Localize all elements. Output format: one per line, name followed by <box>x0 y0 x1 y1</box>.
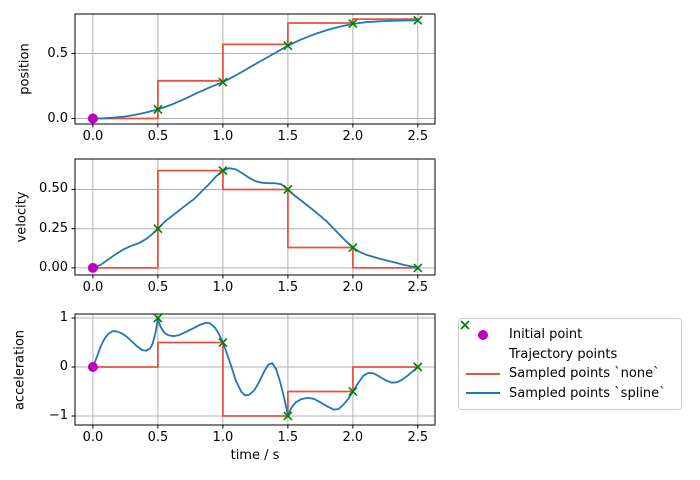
initial-point-marker <box>87 113 98 124</box>
legend-item-label: Sampled points `spline` <box>509 385 666 401</box>
trajectory-x-marker <box>218 166 228 176</box>
x-tick-label: 2.0 <box>342 129 364 144</box>
y-axis-title-position: position <box>17 43 33 95</box>
sampled-none-step-line <box>92 341 419 417</box>
trajectory-x-marker <box>348 242 358 253</box>
x-axis-title: time / s <box>230 448 280 463</box>
sampled-spline-line <box>92 19 419 120</box>
legend-item-label: Trajectory points <box>509 346 618 362</box>
sampled-none-step-line <box>92 169 419 269</box>
subplot-acceleration <box>71 313 436 429</box>
initial-point-marker <box>87 262 98 273</box>
legend-item-initial-point: Initial point <box>463 325 675 345</box>
x-tick-label: 1.0 <box>212 430 234 445</box>
subplot-velocity <box>71 158 436 279</box>
axes-spines <box>74 13 436 125</box>
trajectory-x-marker <box>348 19 358 29</box>
legend-item-sampled-none: Sampled points `none` <box>463 364 675 384</box>
y-tick-label: 0.25 <box>39 220 68 236</box>
x-tick-label: 0.5 <box>147 280 169 295</box>
x-tick-label: 0.0 <box>82 280 104 295</box>
trajectory-x-marker <box>153 104 163 115</box>
initial-point-circle-icon <box>478 329 488 340</box>
x-tick-label: 2.0 <box>342 280 364 295</box>
x-tick-label: 1.5 <box>277 430 299 445</box>
y-tick-label: 0.5 <box>47 45 68 61</box>
legend-item-trajectory-points: Trajectory points <box>460 320 675 365</box>
trajectory-x-marker <box>413 15 423 25</box>
sampled-spline-line <box>92 318 419 416</box>
initial-point-marker <box>87 362 98 372</box>
y-tick-label: 0 <box>59 359 68 374</box>
trajectory-x-marker <box>218 77 228 87</box>
trajectory-x-marker <box>153 224 163 234</box>
x-tick-label: 1.0 <box>212 280 234 295</box>
x-tick-label: 2.5 <box>407 430 429 445</box>
x-tick-label: 1.5 <box>277 129 299 144</box>
sampled-none-line-icon <box>466 372 500 375</box>
axes-spines <box>74 313 436 426</box>
sampled-none-step-line <box>92 18 419 120</box>
trajectory-x-marker <box>283 184 293 195</box>
legend-item-sampled-spline: Sampled points `spline` <box>463 384 675 404</box>
x-tick-label: 0.0 <box>82 430 104 445</box>
x-tick-label: 0.5 <box>147 129 169 144</box>
legend: Initial point Trajectory points Sampled … <box>458 318 682 410</box>
y-axis-title-velocity: velocity <box>14 191 30 243</box>
x-tick-label: 1.0 <box>212 129 234 144</box>
subplot-position <box>71 13 436 128</box>
trajectory-x-marker <box>283 41 293 51</box>
y-tick-label: −1 <box>48 407 68 423</box>
trajectory-x-marker <box>153 313 163 323</box>
x-tick-label: 2.5 <box>407 280 429 295</box>
trajectory-x-marker <box>218 337 228 348</box>
x-tick-label: 2.0 <box>342 430 364 445</box>
legend-item-label: Initial point <box>509 327 583 343</box>
y-tick-label: 1 <box>59 310 68 326</box>
axes-spines <box>74 158 436 276</box>
sampled-spline-line <box>92 167 419 269</box>
x-tick-label: 1.5 <box>277 280 299 295</box>
trajectory-x-marker <box>413 362 423 372</box>
y-tick-label: 0.0 <box>47 110 68 126</box>
trajectory-x-marker <box>348 386 358 397</box>
y-tick-label: 0.00 <box>39 259 68 275</box>
x-tick-label: 2.5 <box>407 129 429 144</box>
y-tick-label: 0.50 <box>39 181 68 197</box>
x-marker-glyph <box>460 320 470 330</box>
sampled-spline-line-icon <box>466 392 500 395</box>
trajectory-x-marker <box>413 263 423 273</box>
y-axis-title-acceleration: acceleration <box>12 329 28 410</box>
trajectory-x-marker <box>283 411 293 421</box>
x-tick-label: 0.0 <box>82 129 104 144</box>
legend-item-label: Sampled points `none` <box>509 366 660 382</box>
x-tick-label: 0.5 <box>147 430 169 445</box>
